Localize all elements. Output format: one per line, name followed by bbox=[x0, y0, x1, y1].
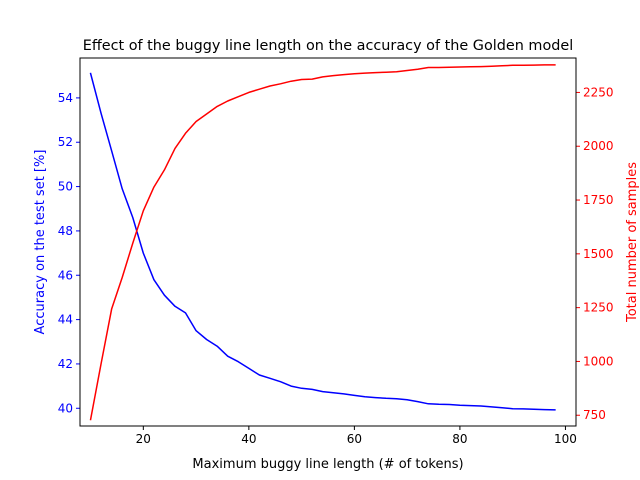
left-y-tick-label: 42 bbox=[58, 357, 73, 371]
right-y-axis-label: Total number of samples bbox=[625, 162, 640, 323]
chart-title: Effect of the buggy line length on the a… bbox=[83, 38, 574, 54]
sample-count-series-line bbox=[89, 64, 556, 421]
x-axis-label: Maximum buggy line length (# of tokens) bbox=[192, 457, 463, 472]
right-y-tick-label: 2250 bbox=[583, 85, 614, 99]
right-y-tick-label: 750 bbox=[583, 408, 606, 422]
tick-layer: 20 40 60 80 100 40 42 44 46 48 50 52 54 750 1000 1250 15… bbox=[58, 85, 614, 446]
accuracy-series-line bbox=[89, 72, 556, 411]
right-y-tick-label: 1500 bbox=[583, 247, 614, 261]
x-tick-label: 60 bbox=[347, 432, 362, 446]
right-y-tick-label: 2000 bbox=[583, 139, 614, 153]
right-y-tick-label: 1000 bbox=[583, 354, 614, 368]
plot-area-frame bbox=[79, 57, 577, 427]
x-tick-label: 100 bbox=[554, 432, 577, 446]
right-y-tick-label: 1250 bbox=[583, 301, 614, 315]
left-y-tick-label: 54 bbox=[58, 91, 73, 105]
left-y-tick-label: 50 bbox=[58, 180, 73, 194]
left-y-tick-label: 40 bbox=[58, 401, 73, 415]
x-tick-label: 20 bbox=[136, 432, 151, 446]
left-y-tick-label: 52 bbox=[58, 135, 73, 149]
left-y-tick-label: 48 bbox=[58, 224, 73, 238]
series-layer bbox=[89, 64, 556, 421]
x-tick-label: 80 bbox=[452, 432, 467, 446]
left-y-tick-label: 46 bbox=[58, 268, 73, 282]
left-y-axis-label: Accuracy on the test set [%] bbox=[33, 150, 48, 335]
left-y-tick-label: 44 bbox=[58, 313, 73, 327]
right-y-tick-label: 1750 bbox=[583, 193, 614, 207]
x-tick-label: 40 bbox=[241, 432, 256, 446]
